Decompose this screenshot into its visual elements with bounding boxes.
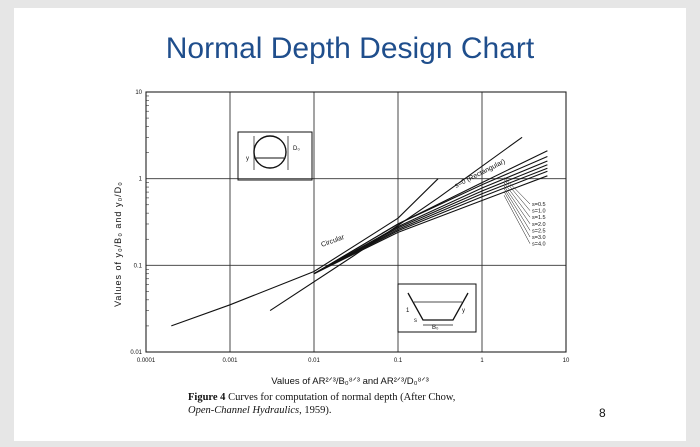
series-line	[171, 178, 439, 327]
series-group	[171, 136, 548, 327]
legend-leader	[503, 191, 531, 238]
plot-border	[145, 91, 567, 353]
y-axis-label: Values of y₀/B₀ and y₀/D₀	[113, 181, 123, 307]
legend-entry: s=0.5	[532, 202, 546, 208]
legend-leader	[503, 182, 531, 218]
series-line	[313, 167, 548, 275]
slide-background	[14, 8, 686, 441]
y-tick-label: 10	[135, 90, 142, 96]
trap-side-label: 1	[406, 308, 410, 314]
source-title: Open-Channel Hydraulics	[188, 405, 300, 416]
grid	[145, 91, 567, 353]
x-tick-label: 10	[563, 358, 570, 364]
series-line	[313, 164, 548, 275]
series-line	[313, 170, 548, 275]
legend: s=0.5s=1.0s=1.5s=2.0s=2.5s=3.0s=4.0	[503, 177, 546, 248]
legend-entry: s=2.5	[532, 228, 546, 234]
x-tick-label: 0.1	[394, 358, 403, 364]
plot-frame	[145, 91, 567, 353]
x-tick-label: 0.0001	[137, 358, 156, 364]
circle-diameter-label: D₀	[293, 146, 300, 152]
legend-entry: s=2.0	[532, 222, 546, 228]
legend-leader	[503, 177, 531, 205]
legend-entry: s=1.5	[532, 215, 546, 221]
page-number: 8	[599, 406, 606, 420]
x-tick-label: 1	[480, 358, 484, 364]
circular-label: Circular	[320, 234, 346, 249]
series-line	[313, 160, 548, 275]
legend-entry: s=1.0	[532, 209, 546, 215]
legend-leader	[503, 185, 531, 224]
y-tick-label: 1	[139, 177, 143, 183]
trap-depth-label: y	[462, 308, 465, 314]
trap-slope-label: s	[414, 318, 417, 324]
trapezoid-section-diagram: B₀ 1 s y	[397, 283, 477, 333]
legend-leader	[503, 195, 531, 244]
figure-caption-text: Curves for computation of normal depth (…	[228, 392, 456, 403]
source-year: , 1959).	[299, 405, 332, 416]
y-tick-label: 0.01	[130, 350, 142, 356]
x-tick-label: 0.01	[308, 358, 320, 364]
figure-label: Figure 4	[188, 392, 226, 403]
slide-title: Normal Depth Design Chart	[165, 32, 535, 65]
legend-leader	[503, 179, 531, 211]
legend-leader	[503, 188, 531, 231]
circle-section-diagram: D₀ y	[237, 131, 313, 181]
tick-labels: 0.0001 0.001 0.01 0.1 1 10 0.01 0.1 1 10	[130, 90, 570, 364]
x-axis-label: Values of AR²ᐟ³/B₀⁸ᐟ³ and AR²ᐟ³/D₀⁸ᐟ³	[271, 376, 428, 387]
y-tick-label: 0.1	[134, 263, 143, 269]
series-line	[313, 155, 548, 275]
trap-bottom-label: B₀	[432, 325, 439, 331]
figure-caption-source: Open-Channel Hydraulics, 1959).	[188, 405, 331, 416]
circle-depth-label: y	[246, 156, 249, 162]
x-tick-label: 0.001	[222, 358, 238, 364]
legend-entry: s=4.0	[532, 242, 546, 248]
figure-caption: Figure 4 Curves for computation of norma…	[188, 392, 455, 403]
series-line	[269, 136, 523, 312]
legend-entry: s=3.0	[532, 235, 546, 241]
